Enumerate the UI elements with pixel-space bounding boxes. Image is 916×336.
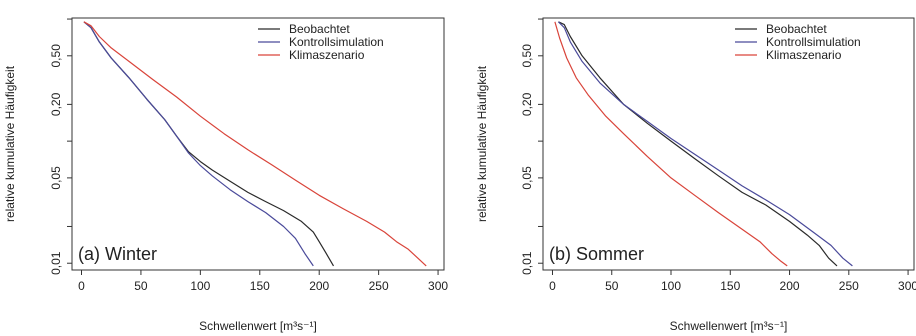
x-tick-label: 0	[78, 279, 85, 293]
x-axis-label: Schwellenwert [m³s⁻¹]	[199, 319, 317, 333]
x-tick-label: 150	[250, 279, 270, 293]
y-tick-label: 0,20	[520, 92, 534, 116]
series-line-klimaszenario	[83, 21, 427, 267]
x-tick-label: 300	[428, 279, 448, 293]
x-axis-label: Schwellenwert [m³s⁻¹]	[670, 319, 788, 333]
y-axis-label: relative kumulative Häufigkeit	[475, 65, 489, 222]
series-line-beobachtet	[558, 21, 838, 267]
series-line-kontrollsimulation	[557, 21, 853, 267]
panel-label: (b) Sommer	[549, 244, 644, 264]
x-tick-label: 0	[549, 279, 556, 293]
legend-label-beobachtet: Beobachtet	[766, 22, 827, 36]
x-tick-label: 250	[839, 279, 859, 293]
y-tick-label: 0,50	[49, 44, 63, 68]
legend-label-beobachtet: Beobachtet	[289, 22, 350, 36]
x-tick-label: 50	[605, 279, 619, 293]
x-tick-label: 300	[898, 279, 916, 293]
y-tick-label: 0,05	[520, 166, 534, 190]
y-tick-label: 0,01	[520, 251, 534, 275]
x-tick-label: 150	[720, 279, 740, 293]
y-axis-label: relative kumulative Häufigkeit	[3, 65, 17, 222]
x-tick-label: 50	[134, 279, 148, 293]
y-tick-label: 0,20	[49, 92, 63, 116]
x-tick-label: 250	[369, 279, 389, 293]
legend-label-kontrollsimulation: Kontrollsimulation	[289, 35, 384, 49]
y-tick-label: 0,01	[49, 251, 63, 275]
plot-frame	[71, 17, 445, 271]
series-line-kontrollsimulation	[83, 21, 314, 267]
y-tick-label: 0,05	[49, 166, 63, 190]
x-tick-label: 100	[661, 279, 681, 293]
legend-label-kontrollsimulation: Kontrollsimulation	[766, 35, 861, 49]
panel-sommer: 0 50 100 150 200 250 300 0,01 0,05 0,20 0,50 Schwel…	[475, 17, 916, 333]
legend-label-klimaszenario: Klimaszenario	[289, 48, 365, 62]
series-line-klimaszenario	[554, 21, 788, 267]
legend-label-klimaszenario: Klimaszenario	[766, 48, 842, 62]
x-tick-label: 100	[190, 279, 210, 293]
panel-label: (a) Winter	[78, 244, 157, 264]
x-tick-label: 200	[309, 279, 329, 293]
plot-frame	[542, 17, 915, 271]
x-tick-label: 200	[780, 279, 800, 293]
y-tick-label: 0,50	[520, 44, 534, 68]
panel-winter: 0 50 100 150 200 250 300 0,01 0,05 0,20 0,50 Schwel…	[3, 17, 448, 333]
